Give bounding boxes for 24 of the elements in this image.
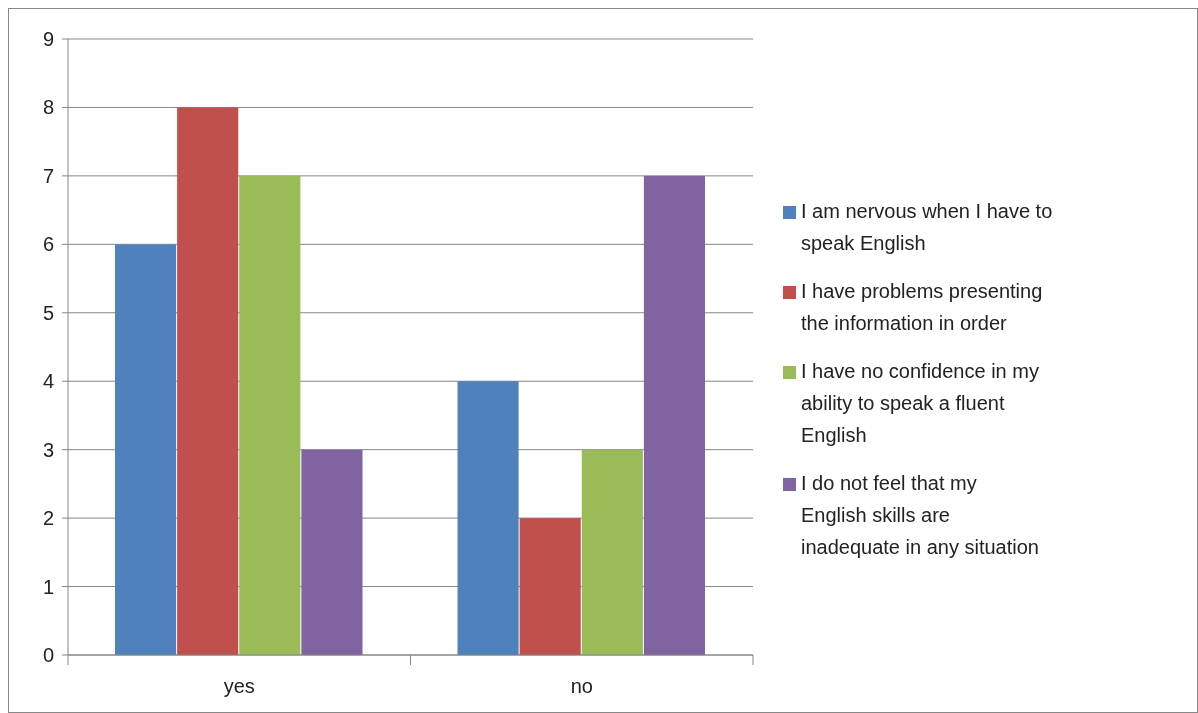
legend-label: I do not feel that my English skills are inadequate in any situation (801, 472, 1039, 558)
y-tick-label: 0 (42, 644, 54, 666)
y-tick-label: 6 (42, 233, 54, 256)
y-tick-label: 9 (42, 28, 54, 50)
x-tick-label: yes (223, 675, 255, 697)
y-tick-label: 7 (42, 164, 54, 187)
y-tick-label: 3 (42, 438, 54, 461)
bar (239, 175, 301, 655)
y-tick-label: 4 (42, 370, 54, 393)
bar (115, 244, 177, 655)
bar (643, 175, 705, 655)
bar (301, 449, 363, 655)
legend-label: I am nervous when I have to speak English (801, 200, 1053, 254)
y-tick-label: 2 (42, 507, 54, 530)
legend-label: I have problems presenting the information in order (801, 280, 1043, 334)
bar (177, 107, 239, 655)
bar (581, 449, 643, 655)
bar (457, 381, 519, 655)
y-tick-label: 8 (42, 96, 54, 119)
legend-label: I have no confidence in my ability to speak a fluent English (801, 360, 1039, 446)
bar (519, 518, 581, 655)
x-tick-label: no (570, 675, 593, 697)
y-tick-label: 1 (42, 575, 54, 598)
y-tick-label: 5 (42, 301, 54, 324)
